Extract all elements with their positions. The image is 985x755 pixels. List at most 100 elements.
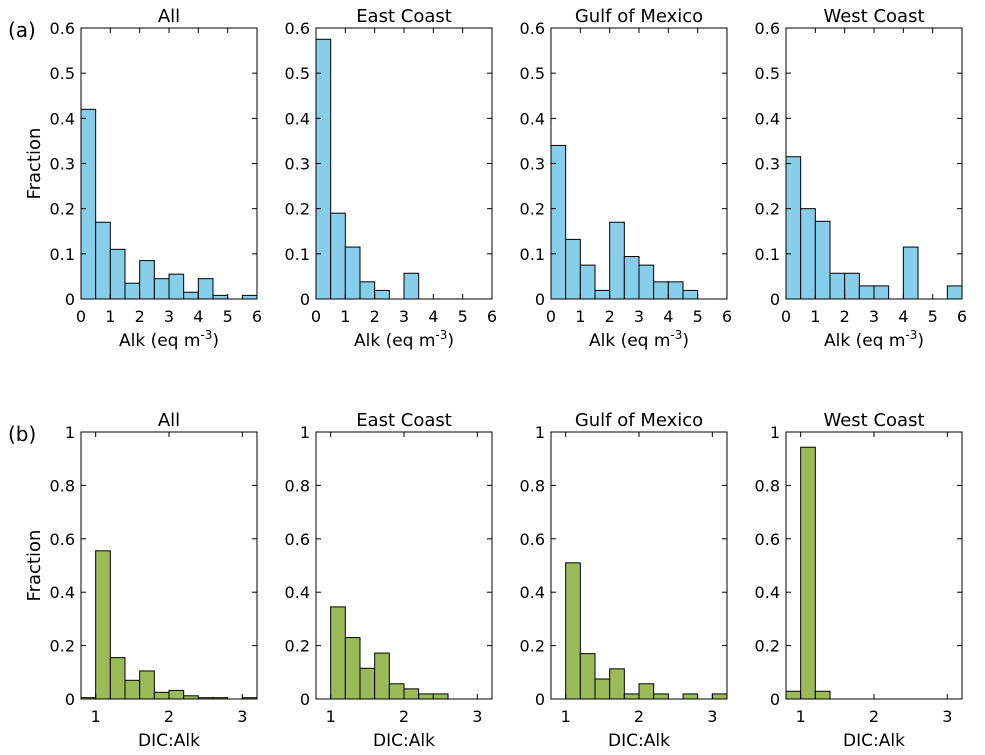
chart-2-bar xyxy=(315,38,332,300)
chart-2-ytick-label: 0.2 xyxy=(285,200,310,219)
chart-6-bar xyxy=(359,667,376,700)
chart-4-ytick-label: 0 xyxy=(770,290,780,309)
chart-3-bar xyxy=(682,289,699,300)
chart-3-bar xyxy=(565,238,581,300)
chart-1-xlabel: Alk (eq m-3) xyxy=(119,328,219,351)
chart-5-ytick-label: 0.8 xyxy=(50,476,75,495)
chart-1-ytick-label: 0.1 xyxy=(50,245,75,264)
chart-3-xtick-label: 4 xyxy=(663,307,673,326)
chart-2-bar xyxy=(403,272,420,300)
chart-8-title: West Coast xyxy=(823,410,924,431)
chart-6-xtick-label: 3 xyxy=(472,707,482,726)
chart-4-bar xyxy=(873,285,890,300)
chart-4-bar xyxy=(858,285,875,300)
chart-6-bar xyxy=(388,683,405,700)
chart-7-ytick-label: 0 xyxy=(535,690,545,709)
chart-5-ytick-label: 0.6 xyxy=(50,530,75,549)
chart-8-xtick-label: 2 xyxy=(869,707,879,726)
chart-1-ytick-label: 0.3 xyxy=(50,155,75,174)
chart-5-ytick-label: 0.4 xyxy=(50,583,75,602)
chart-3-bar xyxy=(638,264,655,300)
chart-2-bar xyxy=(359,281,376,300)
chart-2-ytick-label: 0 xyxy=(300,290,310,309)
chart-7-ytick-label: 0.6 xyxy=(520,530,545,549)
chart-7-bar xyxy=(565,562,581,700)
chart-6-xtick-label: 2 xyxy=(399,707,409,726)
chart-6-ytick-label: 0 xyxy=(300,690,310,709)
chart-6-ytick-label: 1 xyxy=(300,423,310,442)
chart-4-ytick-label: 0.6 xyxy=(755,19,780,38)
chart-1-bar xyxy=(241,294,258,300)
chart-5-ytick-label: 1 xyxy=(65,423,75,442)
chart-6-ytick-label: 0.2 xyxy=(285,637,310,656)
chart-8-ytick-label: 0.2 xyxy=(755,637,780,656)
chart-8-ytick-label: 0 xyxy=(770,690,780,709)
chart-3-ytick-label: 0.5 xyxy=(520,64,545,83)
chart-6-ytick-label: 0.4 xyxy=(285,583,310,602)
chart-5-title: All xyxy=(158,410,180,431)
chart-4-xtick-label: 0 xyxy=(781,307,791,326)
chart-4-bar xyxy=(844,272,860,300)
chart-3-bar xyxy=(594,289,611,300)
chart-4-xtick-label: 5 xyxy=(928,307,938,326)
chart-2-bar xyxy=(330,212,346,300)
chart-7-ytick-label: 0.8 xyxy=(520,476,545,495)
chart-1-title: All xyxy=(158,6,180,27)
chart-8-xtick-label: 1 xyxy=(796,707,806,726)
chart-7-ytick-label: 0.4 xyxy=(520,583,545,602)
chart-6-ytick-label: 0.6 xyxy=(285,530,310,549)
chart-3-xtick-label: 1 xyxy=(575,307,585,326)
chart-7-xtick-label: 2 xyxy=(634,707,644,726)
chart-2-xtick-label: 5 xyxy=(458,307,468,326)
chart-1-xtick-label: 3 xyxy=(164,307,174,326)
chart-3-xtick-label: 0 xyxy=(546,307,556,326)
chart-2-xtick-label: 0 xyxy=(311,307,321,326)
chart-4-ytick-label: 0.3 xyxy=(755,155,780,174)
row-label-b: (b) xyxy=(8,422,37,446)
chart-1-bar xyxy=(139,260,155,300)
chart-3-xtick-label: 6 xyxy=(722,307,732,326)
chart-3-xtick-label: 2 xyxy=(605,307,615,326)
chart-5-bar xyxy=(139,670,155,700)
chart-3-bar xyxy=(653,281,669,300)
chart-1-xtick-label: 4 xyxy=(193,307,203,326)
chart-1-ytick-label: 0.5 xyxy=(50,64,75,83)
chart-2-xtick-label: 6 xyxy=(487,307,497,326)
chart-1-xtick-label: 5 xyxy=(223,307,233,326)
chart-4-bar xyxy=(800,208,816,300)
chart-4-ytick-label: 0.4 xyxy=(755,109,780,128)
chart-3-xlabel-end: ) xyxy=(682,331,689,351)
chart-6-bar xyxy=(418,693,434,700)
chart-8-xlabel: DIC:Alk xyxy=(843,731,905,751)
chart-7-bar xyxy=(653,693,669,700)
chart-7-bar xyxy=(609,668,625,700)
chart-8-bar xyxy=(814,690,831,700)
chart-5-ytick-label: 0 xyxy=(65,690,75,709)
chart-1-ytick-label: 0 xyxy=(65,290,75,309)
chart-5-xlabel-text: DIC:Alk xyxy=(138,731,200,751)
chart-8-bar xyxy=(785,690,802,700)
chart-5-xlabel: DIC:Alk xyxy=(138,731,200,751)
chart-2-xtick-label: 3 xyxy=(399,307,409,326)
chart-7-bar xyxy=(711,693,728,700)
chart-1-ytick-label: 0.2 xyxy=(50,200,75,219)
chart-3-bar xyxy=(550,144,567,300)
chart-6-title: East Coast xyxy=(356,410,452,431)
chart-5-bar xyxy=(109,657,126,700)
chart-1-bar xyxy=(183,291,199,300)
chart-6-xtick-label: 1 xyxy=(326,707,336,726)
chart-6-bar xyxy=(344,637,361,700)
chart-6-xlabel-text: DIC:Alk xyxy=(373,731,435,751)
chart-3-bar xyxy=(623,256,640,300)
chart-5-xtick-label: 3 xyxy=(237,707,247,726)
chart-4-title: West Coast xyxy=(823,6,924,27)
chart-5-bar xyxy=(124,679,141,700)
chart-7-xlabel-text: DIC:Alk xyxy=(608,731,670,751)
chart-3-xtick-label: 3 xyxy=(634,307,644,326)
chart-1-xlabel-text: Alk (eq m xyxy=(119,331,200,351)
chart-2-bar xyxy=(374,289,390,300)
chart-7-bar xyxy=(682,693,699,700)
chart-5-xtick-label: 1 xyxy=(91,707,101,726)
